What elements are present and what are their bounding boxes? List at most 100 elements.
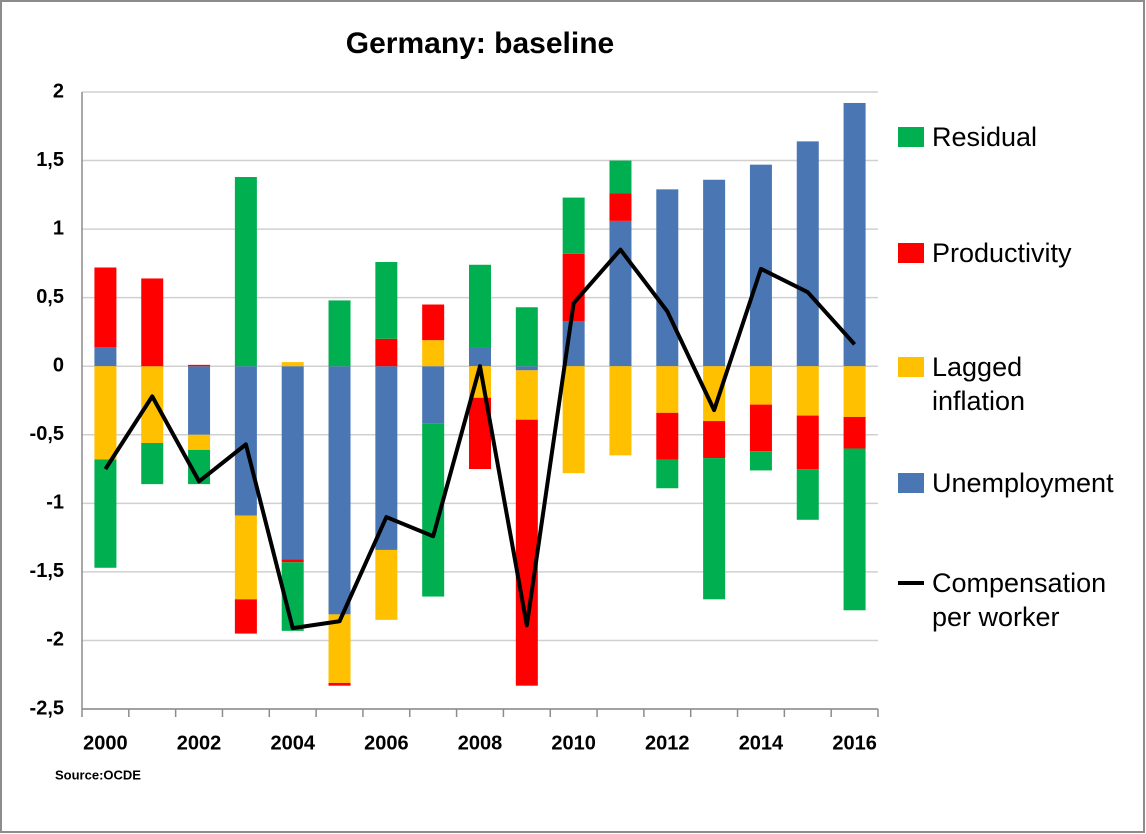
bar-segment (515, 366, 538, 371)
legend-label: Residual (932, 122, 1038, 152)
x-tick-label: 2006 (364, 732, 409, 754)
bar-segment (749, 451, 772, 471)
y-tick-label: 2 (53, 80, 64, 102)
bar-segment (94, 347, 117, 367)
bar-segment (656, 412, 679, 460)
bar-segment (281, 559, 304, 563)
y-tick-label: -2 (46, 629, 64, 651)
bar-segment (656, 366, 679, 413)
bar-segment (609, 193, 632, 221)
legend-swatch (898, 127, 924, 147)
bar-segment (234, 599, 257, 634)
bar-segment (843, 102, 866, 367)
bar-segment (843, 366, 866, 417)
y-tick-label: 0 (53, 355, 64, 377)
bar-segment (749, 164, 772, 367)
y-tick-label: 1,5 (36, 149, 64, 171)
bar-segment (188, 364, 211, 367)
bar-segment (141, 278, 164, 367)
bar-segment (749, 366, 772, 405)
bar-segment (468, 347, 492, 367)
bar-segment (562, 366, 585, 474)
bar-segment (796, 469, 819, 520)
y-tick-label: -1 (46, 492, 64, 514)
bar-segment (843, 448, 866, 611)
bar-segment (94, 366, 117, 460)
legend-swatch (898, 357, 924, 377)
line (103, 247, 857, 631)
bar-segment (562, 253, 585, 321)
bar-segment (375, 549, 398, 620)
bar-segment (656, 459, 679, 489)
bar-segment (609, 366, 632, 456)
bar-segment (94, 459, 117, 568)
x-tick-label: 2012 (645, 732, 690, 754)
bar-segment (422, 366, 445, 424)
x-tick-label: 2000 (83, 732, 128, 754)
bar-segment (281, 366, 304, 560)
y-tick-label: -1,5 (30, 560, 64, 582)
bar-segment (609, 160, 632, 194)
bar-segment (515, 370, 538, 420)
x-tick-label: 2004 (270, 732, 315, 754)
bar-segment (515, 307, 538, 367)
bar-segment (375, 262, 398, 339)
x-tick-label: 2014 (739, 732, 784, 754)
legend-label: Lagged inflation (932, 352, 1026, 416)
bar-segment (656, 189, 679, 367)
bar-segment (234, 515, 257, 600)
bar-segment (188, 434, 211, 450)
bar-segment (422, 340, 445, 367)
bar-segment (234, 366, 257, 516)
bar-segment (515, 419, 538, 686)
bar-segment (328, 300, 351, 367)
bar-segment (375, 338, 398, 367)
legend-item: Lagged inflation (898, 350, 1122, 418)
legend-item: Compensation per worker (898, 566, 1122, 634)
bar-segment (796, 366, 819, 416)
legend-item: Productivity (898, 236, 1122, 270)
source: Source:OCDE (55, 767, 141, 782)
bar-segment (562, 197, 585, 254)
x-tick-label: 2002 (177, 732, 222, 754)
legend-label: Productivity (932, 238, 1072, 268)
bar-segment (188, 366, 211, 435)
bar-segment (796, 415, 819, 470)
legend-swatch (898, 243, 924, 263)
bar-segment (468, 397, 492, 470)
y-tick-label: 0,5 (36, 286, 64, 308)
bar-segment (843, 416, 866, 449)
legend-swatch (898, 581, 924, 585)
bar-segment (94, 267, 117, 348)
bar-segment (749, 404, 772, 452)
legend-label: Unemployment (932, 468, 1114, 498)
bar-segment (328, 682, 351, 686)
bar-segment (703, 421, 726, 459)
bar-segment (468, 264, 492, 348)
chart-title: Germany: baseline (346, 27, 614, 60)
bar-segment (234, 177, 257, 367)
y-tick-label: -2,5 (30, 697, 64, 719)
y-tick-label: 1 (53, 217, 64, 239)
bar-segment (609, 220, 632, 367)
bar-segment (703, 458, 726, 600)
x-tick-label: 2010 (551, 732, 596, 754)
bar-segment (328, 614, 351, 683)
bar-segment (703, 366, 726, 422)
bar-segment (141, 366, 164, 444)
y-tick-label: -0,5 (30, 423, 64, 445)
x-tick-label: 2008 (458, 732, 503, 754)
legend-item: Residual (898, 120, 1122, 154)
bar-segment (796, 141, 819, 367)
bar-segment (375, 366, 398, 550)
x-tick-label: 2016 (832, 732, 877, 754)
legend-swatch (898, 473, 924, 493)
bar-segment (328, 366, 351, 615)
bar-segment (422, 304, 445, 341)
bar-segment (703, 179, 726, 367)
bar-segment (141, 443, 164, 485)
bar-segment (281, 362, 304, 367)
legend-item: Unemployment (898, 466, 1122, 500)
